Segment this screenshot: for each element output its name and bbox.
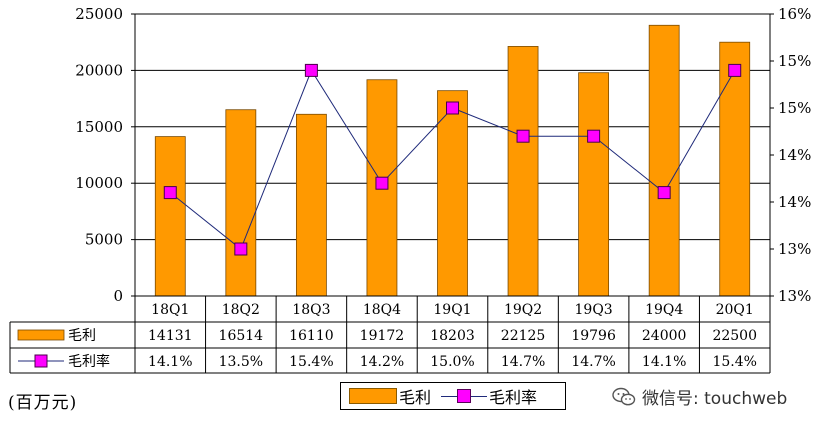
y-tick-label: 0 (113, 287, 123, 305)
table-value-bar: 19172 (360, 328, 405, 344)
y2-tick-label: 16% (778, 5, 811, 23)
table-value-bar: 16514 (219, 328, 264, 344)
line-point (516, 129, 530, 143)
legend-line-label: 毛利率 (489, 388, 538, 407)
line-point (728, 63, 742, 77)
table-value-bar: 19796 (571, 328, 616, 344)
table-value-bar: 14131 (148, 328, 193, 344)
legend-line-swatch (441, 389, 488, 403)
table-value-line: 14.7% (501, 354, 545, 370)
y-tick-label: 5000 (85, 231, 123, 249)
y2-tick-label: 14% (778, 146, 811, 164)
y2-tick-label: 15% (778, 99, 811, 117)
table-value-bar: 16110 (289, 328, 334, 344)
y-tick-label: 25000 (75, 5, 123, 23)
table-line-marker (34, 354, 48, 368)
y-tick-label: 15000 (75, 118, 123, 136)
line-point (163, 186, 177, 200)
y-tick-label: 20000 (75, 61, 123, 79)
table-value-line: 14.7% (571, 354, 615, 370)
bar (437, 90, 468, 297)
line-point (657, 186, 671, 200)
table-value-line: 15.0% (430, 354, 474, 370)
x-tick-label: 19Q4 (645, 302, 683, 318)
line-point (304, 63, 318, 77)
line-point (234, 242, 248, 256)
line-point (375, 176, 389, 190)
bar (154, 136, 186, 297)
table-bar-swatch (17, 329, 65, 341)
x-tick-label: 19Q3 (575, 302, 613, 318)
x-tick-label: 18Q1 (151, 302, 189, 318)
legend-bar-label: 毛利 (399, 388, 432, 407)
y2-tick-label: 13% (778, 287, 811, 305)
table-value-line: 15.4% (712, 354, 756, 370)
x-tick-label: 18Q4 (363, 302, 401, 318)
table-value-line: 15.4% (289, 354, 333, 370)
table-value-line: 14.2% (360, 354, 404, 370)
x-tick-label: 20Q1 (716, 302, 754, 318)
bar (719, 41, 751, 297)
bar (648, 24, 680, 297)
table-row-label-line: 毛利率 (68, 353, 110, 370)
x-tick-label: 18Q2 (222, 302, 260, 318)
plot-frame (134, 13, 771, 297)
table-value-line: 14.1% (148, 354, 192, 370)
table-value-bar: 18203 (430, 328, 475, 344)
watermark-text: 微信号: touchweb (642, 389, 788, 409)
chart-svg: 0 5000 10000 15000 20000 25000 13% 13% 14% 14% 15%… (9, 5, 811, 374)
table-row-label-bar: 毛利 (68, 328, 96, 344)
data-table: 18Q1 18Q2 18Q3 18Q4 19Q1 19Q2 19Q3 19Q4 20Q1 毛利毛利… (9, 296, 771, 374)
table-value-line: 14.1% (642, 354, 686, 370)
bar (578, 72, 610, 297)
legend: 毛利 毛利率 (340, 382, 566, 410)
bar (225, 109, 257, 297)
table-value-bar: 22125 (501, 328, 546, 344)
bar-series (154, 24, 751, 297)
legend-bar-swatch (349, 388, 397, 404)
y-tick-label: 10000 (75, 174, 123, 192)
y2-tick-label: 15% (778, 52, 811, 70)
axes: 0 5000 10000 15000 20000 25000 13% 13% 14% 14% 15%… (75, 5, 811, 305)
watermark: 微信号: touchweb (612, 384, 787, 409)
line-point (587, 129, 601, 143)
wechat-icon (612, 387, 636, 405)
unit-note: (百万元) (8, 393, 78, 413)
x-tick-label: 19Q1 (433, 302, 471, 318)
x-tick-label: 18Q3 (292, 302, 330, 318)
table-value-line: 13.5% (219, 354, 263, 370)
bar (507, 46, 539, 297)
x-tick-label: 19Q2 (504, 302, 542, 318)
y2-tick-label: 13% (778, 240, 811, 258)
y2-tick-label: 14% (778, 193, 811, 211)
bar (295, 113, 327, 297)
line-point (446, 101, 459, 115)
table-value-bar: 22500 (712, 328, 757, 344)
line-series (163, 63, 742, 256)
table-value-bar: 24000 (642, 328, 687, 344)
